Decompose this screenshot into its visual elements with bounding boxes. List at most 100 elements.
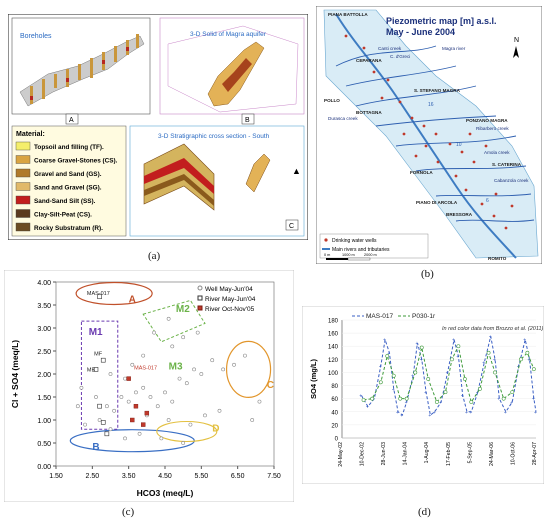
- caption-c: (c): [122, 506, 135, 518]
- well-point: [181, 335, 186, 340]
- well-marker: [454, 174, 458, 178]
- well-point: [203, 413, 207, 418]
- caption-d: (d): [418, 506, 431, 518]
- hydrochem-scatter: 0.00 0.50 1.00 1.50 2.00 2.50 3.00 3.50 4.00 1.50…: [3, 269, 295, 503]
- legend-label: Rocky Substratum (R).: [34, 225, 103, 232]
- series-point: [404, 396, 409, 401]
- well-marker: [494, 192, 498, 196]
- legend-swatch: [15, 209, 31, 218]
- series-point: +: [523, 338, 526, 344]
- series-point: [361, 398, 366, 402]
- group-d-ellipse: [156, 420, 218, 443]
- well-point: [257, 399, 262, 404]
- group-c-ellipse: [225, 340, 272, 399]
- well-point: [155, 404, 160, 409]
- well-point: [119, 395, 124, 399]
- group-m1-box: [80, 320, 119, 430]
- well-point: [217, 408, 222, 413]
- legend-label: Coarse Gravel-Stones (CS).: [34, 158, 118, 165]
- well-point: [108, 427, 113, 432]
- legend-marker: [197, 295, 203, 301]
- river-1105-point: [133, 403, 139, 409]
- place-label: PONZANO MAGRA: [466, 118, 508, 123]
- y-tick-label: 140: [328, 345, 339, 351]
- well-marker: [362, 46, 366, 50]
- series-point: +: [465, 410, 468, 416]
- series-point: [413, 370, 418, 375]
- well-point: [163, 390, 167, 395]
- series-point: +: [446, 370, 449, 376]
- legend-swatch: [15, 168, 31, 178]
- well-point: [184, 381, 189, 386]
- well-point: [108, 372, 113, 376]
- legend-swatch: [15, 195, 31, 205]
- legend-marker: [197, 285, 203, 291]
- series-point: +: [372, 397, 375, 403]
- point-label: MAS-017: [134, 365, 157, 371]
- panel-a: Boreholes 3-D Solid of Magra aquifer A B…: [7, 13, 309, 241]
- series-point: +: [532, 397, 535, 403]
- x-tick-label: 14-Jan-04: [403, 442, 409, 465]
- well-marker: [484, 144, 488, 148]
- well-marker: [436, 160, 440, 164]
- y-tick-label: 3.00: [37, 326, 51, 333]
- series-point: +: [439, 400, 442, 406]
- y-axis-label: Cl + SO4 (meq/L): [10, 340, 20, 408]
- legend-swatch: [15, 155, 31, 164]
- series-point: +: [415, 341, 418, 347]
- series-point: [450, 357, 454, 362]
- legend-label: Sand-Sand Silt (SS).: [34, 198, 96, 205]
- well-point: [166, 418, 171, 422]
- group-label: A: [129, 295, 136, 306]
- series-point: +: [504, 410, 507, 416]
- boreholes-label: Boreholes: [20, 33, 52, 40]
- well-marker: [402, 132, 406, 136]
- well-point: [166, 316, 171, 321]
- series-point: [478, 386, 482, 391]
- place-label: S. CATERINA: [492, 162, 522, 167]
- y-tick-label: 2.50: [37, 349, 51, 356]
- x-tick-label: 4.50: [158, 473, 172, 480]
- place-label: PIANO DI ARCOLA: [416, 200, 458, 205]
- series-point: [510, 390, 515, 395]
- well-point: [195, 330, 200, 335]
- river-0405-point: [100, 357, 106, 363]
- legend-label: Clay-Silt-Peat (CS).: [34, 212, 92, 219]
- series-point: [385, 354, 390, 358]
- well-point: [97, 418, 102, 422]
- y-tick-label: 160: [328, 332, 339, 338]
- series-point: [434, 400, 439, 404]
- place-label: S. STEFANO MAGRA: [414, 88, 461, 93]
- well-marker: [464, 188, 468, 192]
- series-point: +: [476, 390, 479, 396]
- box-label-a: A: [69, 117, 74, 124]
- place-label: CEPARANA: [356, 58, 382, 63]
- y-tick-label: 3.50: [37, 303, 51, 310]
- well-point: [134, 390, 138, 395]
- well-point: [221, 367, 226, 372]
- north-label: N: [514, 37, 519, 44]
- x-tick-label: 2.50: [86, 473, 100, 480]
- group-label: M2: [176, 304, 190, 315]
- river-0405-point: [93, 367, 99, 372]
- x-tick-label: 28-Apr-07: [532, 442, 538, 465]
- y-tick-label: 120: [328, 358, 339, 364]
- contour-label: 16: [428, 102, 434, 108]
- well-point: [123, 436, 127, 441]
- series-point: +: [528, 357, 531, 363]
- note-label: In red color data from Brozzo et al. (20…: [442, 326, 544, 332]
- legend-label: River Oct-Nov'05: [205, 306, 255, 313]
- well-point: [112, 408, 117, 413]
- series-point: [378, 380, 383, 385]
- well-marker: [422, 124, 426, 128]
- well-point: [181, 441, 186, 445]
- point-label: MB: [87, 368, 96, 374]
- well-point: [188, 422, 193, 427]
- series-point: [519, 357, 523, 362]
- well-marker: [398, 100, 402, 104]
- well-point: [141, 353, 146, 358]
- y-tick-label: 20: [331, 423, 338, 429]
- series-point: [486, 350, 491, 355]
- legend-rivers: Main rivers and tributaries: [332, 247, 390, 253]
- series-point: [443, 390, 448, 395]
